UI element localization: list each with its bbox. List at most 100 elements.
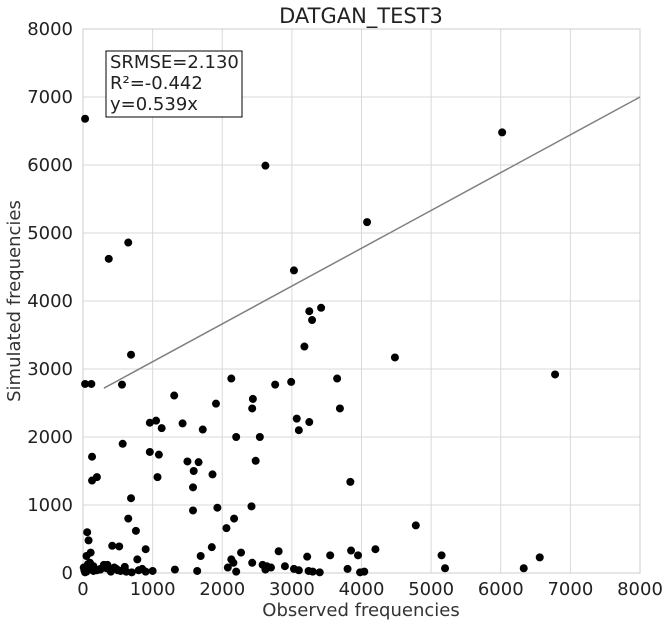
data-point: [519, 564, 528, 573]
x-tick-label: 8000: [617, 579, 663, 600]
data-point: [157, 424, 166, 433]
data-point: [138, 564, 147, 573]
data-point: [145, 418, 154, 427]
fit-line: [103, 96, 641, 389]
x-axis-label: Observed frequencies: [262, 600, 459, 621]
data-point: [371, 545, 380, 554]
chart-title: DATGAN_TEST3: [279, 4, 443, 29]
data-point: [535, 553, 544, 562]
data-point: [248, 558, 257, 567]
data-point: [411, 521, 420, 530]
data-point: [115, 542, 124, 551]
data-point: [305, 418, 314, 427]
data-point: [292, 414, 301, 423]
data-point: [208, 470, 217, 479]
data-point: [108, 541, 117, 550]
data-point: [346, 477, 355, 486]
data-point: [274, 547, 283, 556]
y-tick-label: 4000: [27, 291, 73, 312]
data-point: [117, 380, 126, 389]
data-point: [247, 502, 256, 511]
y-tick-label: 2000: [27, 427, 73, 448]
data-point: [280, 562, 289, 571]
data-point: [145, 447, 154, 456]
data-point: [308, 316, 317, 325]
annotation-equation: y=0.539x: [110, 94, 198, 115]
x-tick-label: 1000: [130, 579, 176, 600]
data-point: [170, 391, 179, 400]
data-point: [305, 307, 314, 316]
x-tick-label: 5000: [408, 579, 454, 600]
y-tick-label: 8000: [27, 19, 73, 40]
y-tick-label: 6000: [27, 155, 73, 176]
data-point: [356, 568, 365, 577]
data-point: [294, 566, 303, 575]
data-point: [87, 379, 96, 388]
data-point: [363, 218, 372, 227]
data-point: [315, 568, 324, 577]
metrics-annotation: SRMSE=2.130 R²=-0.442 y=0.539x: [105, 50, 243, 118]
data-point: [261, 565, 270, 574]
data-point: [133, 555, 142, 564]
data-point: [207, 543, 216, 552]
data-point: [152, 416, 161, 425]
data-point: [255, 433, 264, 441]
data-point: [189, 467, 198, 475]
data-point: [326, 551, 335, 560]
data-point: [343, 564, 352, 573]
y-tick-label: 0: [62, 563, 73, 584]
data-point: [271, 380, 280, 389]
annotation-frame: [105, 50, 243, 118]
data-point: [222, 524, 231, 533]
data-point: [81, 114, 90, 123]
data-point: [127, 494, 136, 503]
data-point: [124, 514, 133, 523]
data-point: [189, 483, 198, 492]
data-point: [194, 458, 203, 467]
data-point: [89, 566, 98, 575]
data-point: [213, 503, 222, 512]
data-point: [153, 473, 162, 482]
data-point: [232, 433, 241, 441]
y-axis-label: Simulated frequencies: [4, 200, 25, 402]
data-point: [154, 450, 163, 459]
data-point: [198, 425, 207, 434]
x-tick-labels: 0 1000 2000 3000 4000 5000 6000 7000 8000: [77, 579, 663, 600]
data-point: [287, 377, 296, 386]
data-point: [308, 567, 317, 576]
data-points: [79, 114, 560, 577]
data-point: [303, 552, 312, 561]
data-point: [498, 128, 507, 137]
data-point: [437, 551, 446, 560]
data-point: [127, 350, 136, 359]
data-point: [551, 370, 560, 379]
data-point: [92, 473, 101, 482]
fit-line-group: [103, 96, 641, 389]
data-point: [223, 563, 232, 572]
data-point: [124, 238, 133, 247]
data-point: [248, 404, 257, 413]
data-point: [84, 536, 93, 545]
data-point: [196, 552, 205, 560]
data-point: [354, 551, 363, 560]
data-point: [178, 419, 187, 428]
x-tick-label: 0: [77, 579, 88, 600]
data-point: [227, 374, 236, 383]
data-point: [131, 526, 140, 535]
data-point: [193, 566, 202, 575]
data-point: [141, 545, 150, 554]
data-point: [82, 552, 91, 560]
data-point: [229, 558, 238, 567]
data-point: [347, 546, 356, 555]
annotation-r2: R²=-0.442: [110, 73, 203, 94]
data-point: [289, 266, 298, 275]
data-point: [390, 353, 399, 362]
data-point: [335, 404, 344, 413]
x-tick-label: 2000: [199, 579, 245, 600]
data-point: [127, 568, 136, 577]
data-point: [83, 528, 92, 537]
x-tick-label: 4000: [339, 579, 385, 600]
annotation-srmse: SRMSE=2.130: [110, 52, 239, 73]
